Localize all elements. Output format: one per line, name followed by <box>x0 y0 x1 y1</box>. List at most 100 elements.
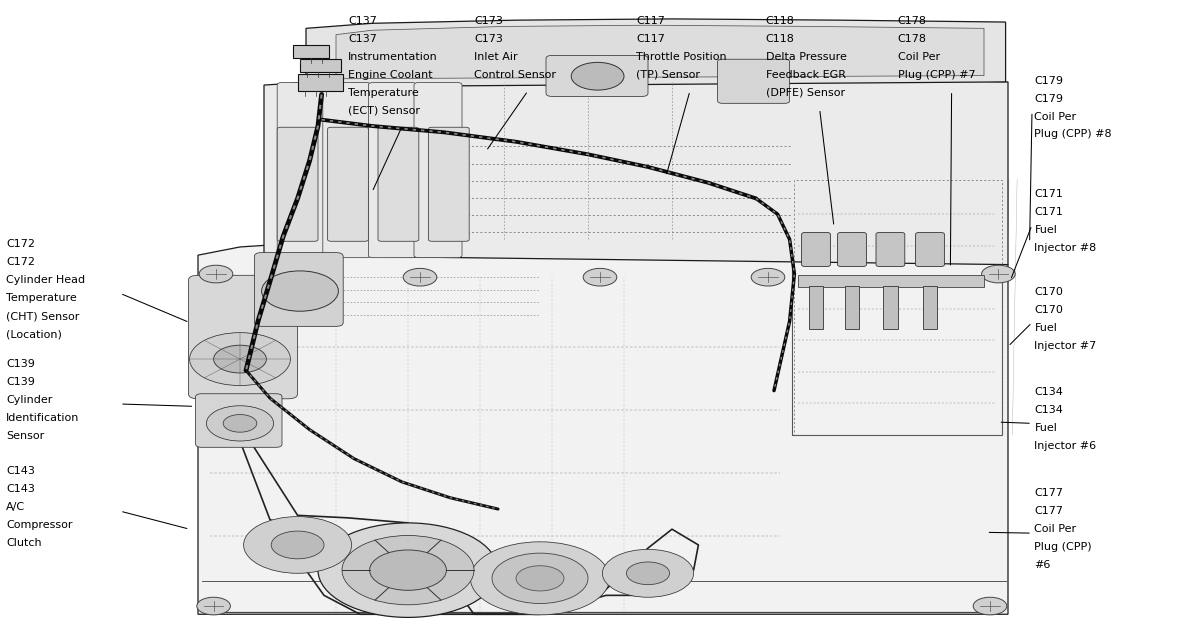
Text: C134: C134 <box>1034 406 1063 415</box>
Text: C118: C118 <box>766 34 794 43</box>
Text: C173: C173 <box>474 16 503 26</box>
Bar <box>883 286 898 329</box>
Text: Injector #6: Injector #6 <box>1034 441 1097 451</box>
Text: Injector #8: Injector #8 <box>1034 243 1097 253</box>
Text: Plug (CPP) #7: Plug (CPP) #7 <box>898 70 976 79</box>
FancyBboxPatch shape <box>277 83 325 258</box>
Circle shape <box>602 549 694 597</box>
Text: Fuel: Fuel <box>1034 323 1057 333</box>
Text: C179: C179 <box>1034 76 1063 86</box>
Text: C171: C171 <box>1034 207 1063 217</box>
Text: Throttle Position: Throttle Position <box>636 52 727 62</box>
Text: (Location): (Location) <box>6 329 62 339</box>
Text: Injector #7: Injector #7 <box>1034 340 1097 350</box>
FancyBboxPatch shape <box>188 275 298 399</box>
Polygon shape <box>336 25 984 79</box>
Circle shape <box>342 536 474 605</box>
FancyBboxPatch shape <box>876 232 905 266</box>
Text: Compressor: Compressor <box>6 520 72 530</box>
Text: Temperature: Temperature <box>348 88 419 98</box>
FancyBboxPatch shape <box>428 127 469 241</box>
Text: Feedback EGR: Feedback EGR <box>766 70 846 79</box>
Circle shape <box>197 597 230 615</box>
Text: (DPFE) Sensor: (DPFE) Sensor <box>766 88 845 98</box>
Text: Plug (CPP) #8: Plug (CPP) #8 <box>1034 130 1112 139</box>
Text: Coil Per: Coil Per <box>1034 112 1076 122</box>
Text: C117: C117 <box>636 16 665 26</box>
FancyBboxPatch shape <box>916 232 944 266</box>
Text: Clutch: Clutch <box>6 538 42 548</box>
Bar <box>809 286 823 329</box>
Circle shape <box>492 553 588 604</box>
Text: #6: #6 <box>1034 560 1051 570</box>
Text: Fuel: Fuel <box>1034 423 1057 433</box>
FancyBboxPatch shape <box>368 83 416 258</box>
Text: C172: C172 <box>6 239 35 249</box>
Text: Inlet Air: Inlet Air <box>474 52 517 62</box>
Text: C170: C170 <box>1034 304 1063 314</box>
Text: C173: C173 <box>474 34 503 43</box>
Text: C178: C178 <box>898 16 926 26</box>
Circle shape <box>973 597 1007 615</box>
Text: C143: C143 <box>6 466 35 476</box>
Text: (ECT) Sensor: (ECT) Sensor <box>348 105 420 115</box>
FancyBboxPatch shape <box>196 394 282 447</box>
Text: (CHT) Sensor: (CHT) Sensor <box>6 311 79 321</box>
Circle shape <box>626 562 670 585</box>
Circle shape <box>244 517 352 573</box>
FancyBboxPatch shape <box>323 83 371 258</box>
FancyBboxPatch shape <box>718 59 790 103</box>
Circle shape <box>571 62 624 90</box>
Text: C172: C172 <box>6 257 35 267</box>
Text: Fuel: Fuel <box>1034 225 1057 235</box>
Circle shape <box>214 345 266 373</box>
Text: Coil Per: Coil Per <box>1034 524 1076 534</box>
Text: (TP) Sensor: (TP) Sensor <box>636 70 700 79</box>
Circle shape <box>318 523 498 617</box>
Text: Control Sensor: Control Sensor <box>474 70 556 79</box>
Bar <box>798 275 984 287</box>
Text: C117: C117 <box>636 34 665 43</box>
Text: C137: C137 <box>348 34 377 43</box>
Text: Coil Per: Coil Per <box>898 52 940 62</box>
Text: Engine Coolant: Engine Coolant <box>348 70 433 79</box>
Circle shape <box>470 542 610 615</box>
Text: Identification: Identification <box>6 413 79 423</box>
FancyBboxPatch shape <box>254 253 343 326</box>
Circle shape <box>583 268 617 286</box>
FancyBboxPatch shape <box>414 83 462 258</box>
FancyBboxPatch shape <box>838 232 866 266</box>
Circle shape <box>206 406 274 441</box>
Circle shape <box>199 265 233 283</box>
Circle shape <box>223 415 257 432</box>
Text: Sensor: Sensor <box>6 431 44 441</box>
Bar <box>293 45 329 58</box>
Circle shape <box>403 268 437 286</box>
FancyBboxPatch shape <box>277 127 318 241</box>
Polygon shape <box>198 236 1008 614</box>
Polygon shape <box>264 74 1008 265</box>
Text: C139: C139 <box>6 359 35 369</box>
Text: C171: C171 <box>1034 189 1063 199</box>
Text: C134: C134 <box>1034 387 1063 398</box>
Circle shape <box>190 333 290 386</box>
Text: Instrumentation: Instrumentation <box>348 52 438 62</box>
Text: Delta Pressure: Delta Pressure <box>766 52 846 62</box>
Bar <box>298 74 343 91</box>
Text: Temperature: Temperature <box>6 294 77 303</box>
Bar <box>300 59 341 72</box>
FancyBboxPatch shape <box>802 232 830 266</box>
Bar <box>845 286 859 329</box>
Text: C139: C139 <box>6 377 35 387</box>
Text: Cylinder: Cylinder <box>6 395 53 405</box>
FancyBboxPatch shape <box>328 127 368 241</box>
Text: C178: C178 <box>898 34 926 43</box>
Circle shape <box>271 531 324 559</box>
FancyBboxPatch shape <box>378 127 419 241</box>
Text: C170: C170 <box>1034 287 1063 297</box>
Text: Cylinder Head: Cylinder Head <box>6 275 85 285</box>
Bar <box>156 13 1020 624</box>
Circle shape <box>262 271 338 311</box>
Text: Plug (CPP): Plug (CPP) <box>1034 542 1092 552</box>
Circle shape <box>982 265 1015 283</box>
